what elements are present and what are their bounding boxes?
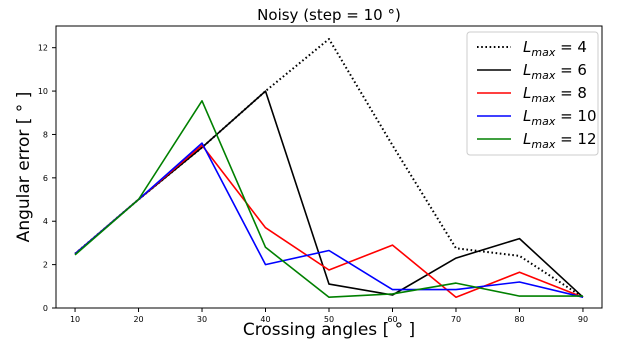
y-tick-label: 0	[43, 304, 48, 313]
x-tick-label: 60	[387, 315, 397, 324]
series-line-8	[74, 144, 584, 299]
legend-label: Lmax = 10	[523, 107, 597, 128]
x-tick-label: 90	[578, 315, 588, 324]
series-line-4	[74, 38, 584, 299]
series-line-10	[74, 142, 584, 298]
y-tick-label: 8	[43, 130, 48, 139]
legend-label: Lmax = 8	[523, 84, 587, 105]
plot-lines	[74, 38, 584, 299]
legend-label: Lmax = 4	[523, 38, 587, 59]
y-tick-label: 10	[38, 87, 48, 96]
legend-label: Lmax = 12	[523, 130, 597, 151]
y-tick-label: 4	[43, 217, 48, 226]
series-line-12	[74, 100, 583, 299]
y-tick-label: 2	[43, 261, 48, 270]
x-axis-title: Crossing angles [ ° ]	[243, 320, 415, 340]
legend-box	[466, 31, 599, 156]
legend-label: Lmax = 6	[523, 61, 587, 82]
x-tick-label: 20	[133, 315, 143, 324]
x-tick-label: 10	[70, 315, 80, 324]
x-axis: 10 20 30 40 50 60 70 80 90	[70, 308, 588, 324]
x-tick-label: 70	[451, 315, 461, 324]
x-tick-label: 50	[324, 315, 334, 324]
chart-title: Noisy (step = 10 °)	[257, 6, 401, 24]
y-axis: 0 2 4 6 8 10 12	[38, 44, 56, 313]
x-tick-label: 30	[197, 315, 207, 324]
y-tick-label: 12	[38, 44, 48, 53]
x-tick-label: 40	[260, 315, 270, 324]
y-tick-label: 6	[43, 174, 48, 183]
y-axis-title: Angular error [ ° ]	[14, 92, 34, 243]
x-tick-label: 80	[514, 315, 524, 324]
